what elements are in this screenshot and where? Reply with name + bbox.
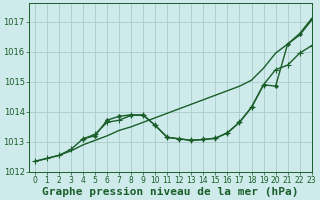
X-axis label: Graphe pression niveau de la mer (hPa): Graphe pression niveau de la mer (hPa) [42,186,299,197]
